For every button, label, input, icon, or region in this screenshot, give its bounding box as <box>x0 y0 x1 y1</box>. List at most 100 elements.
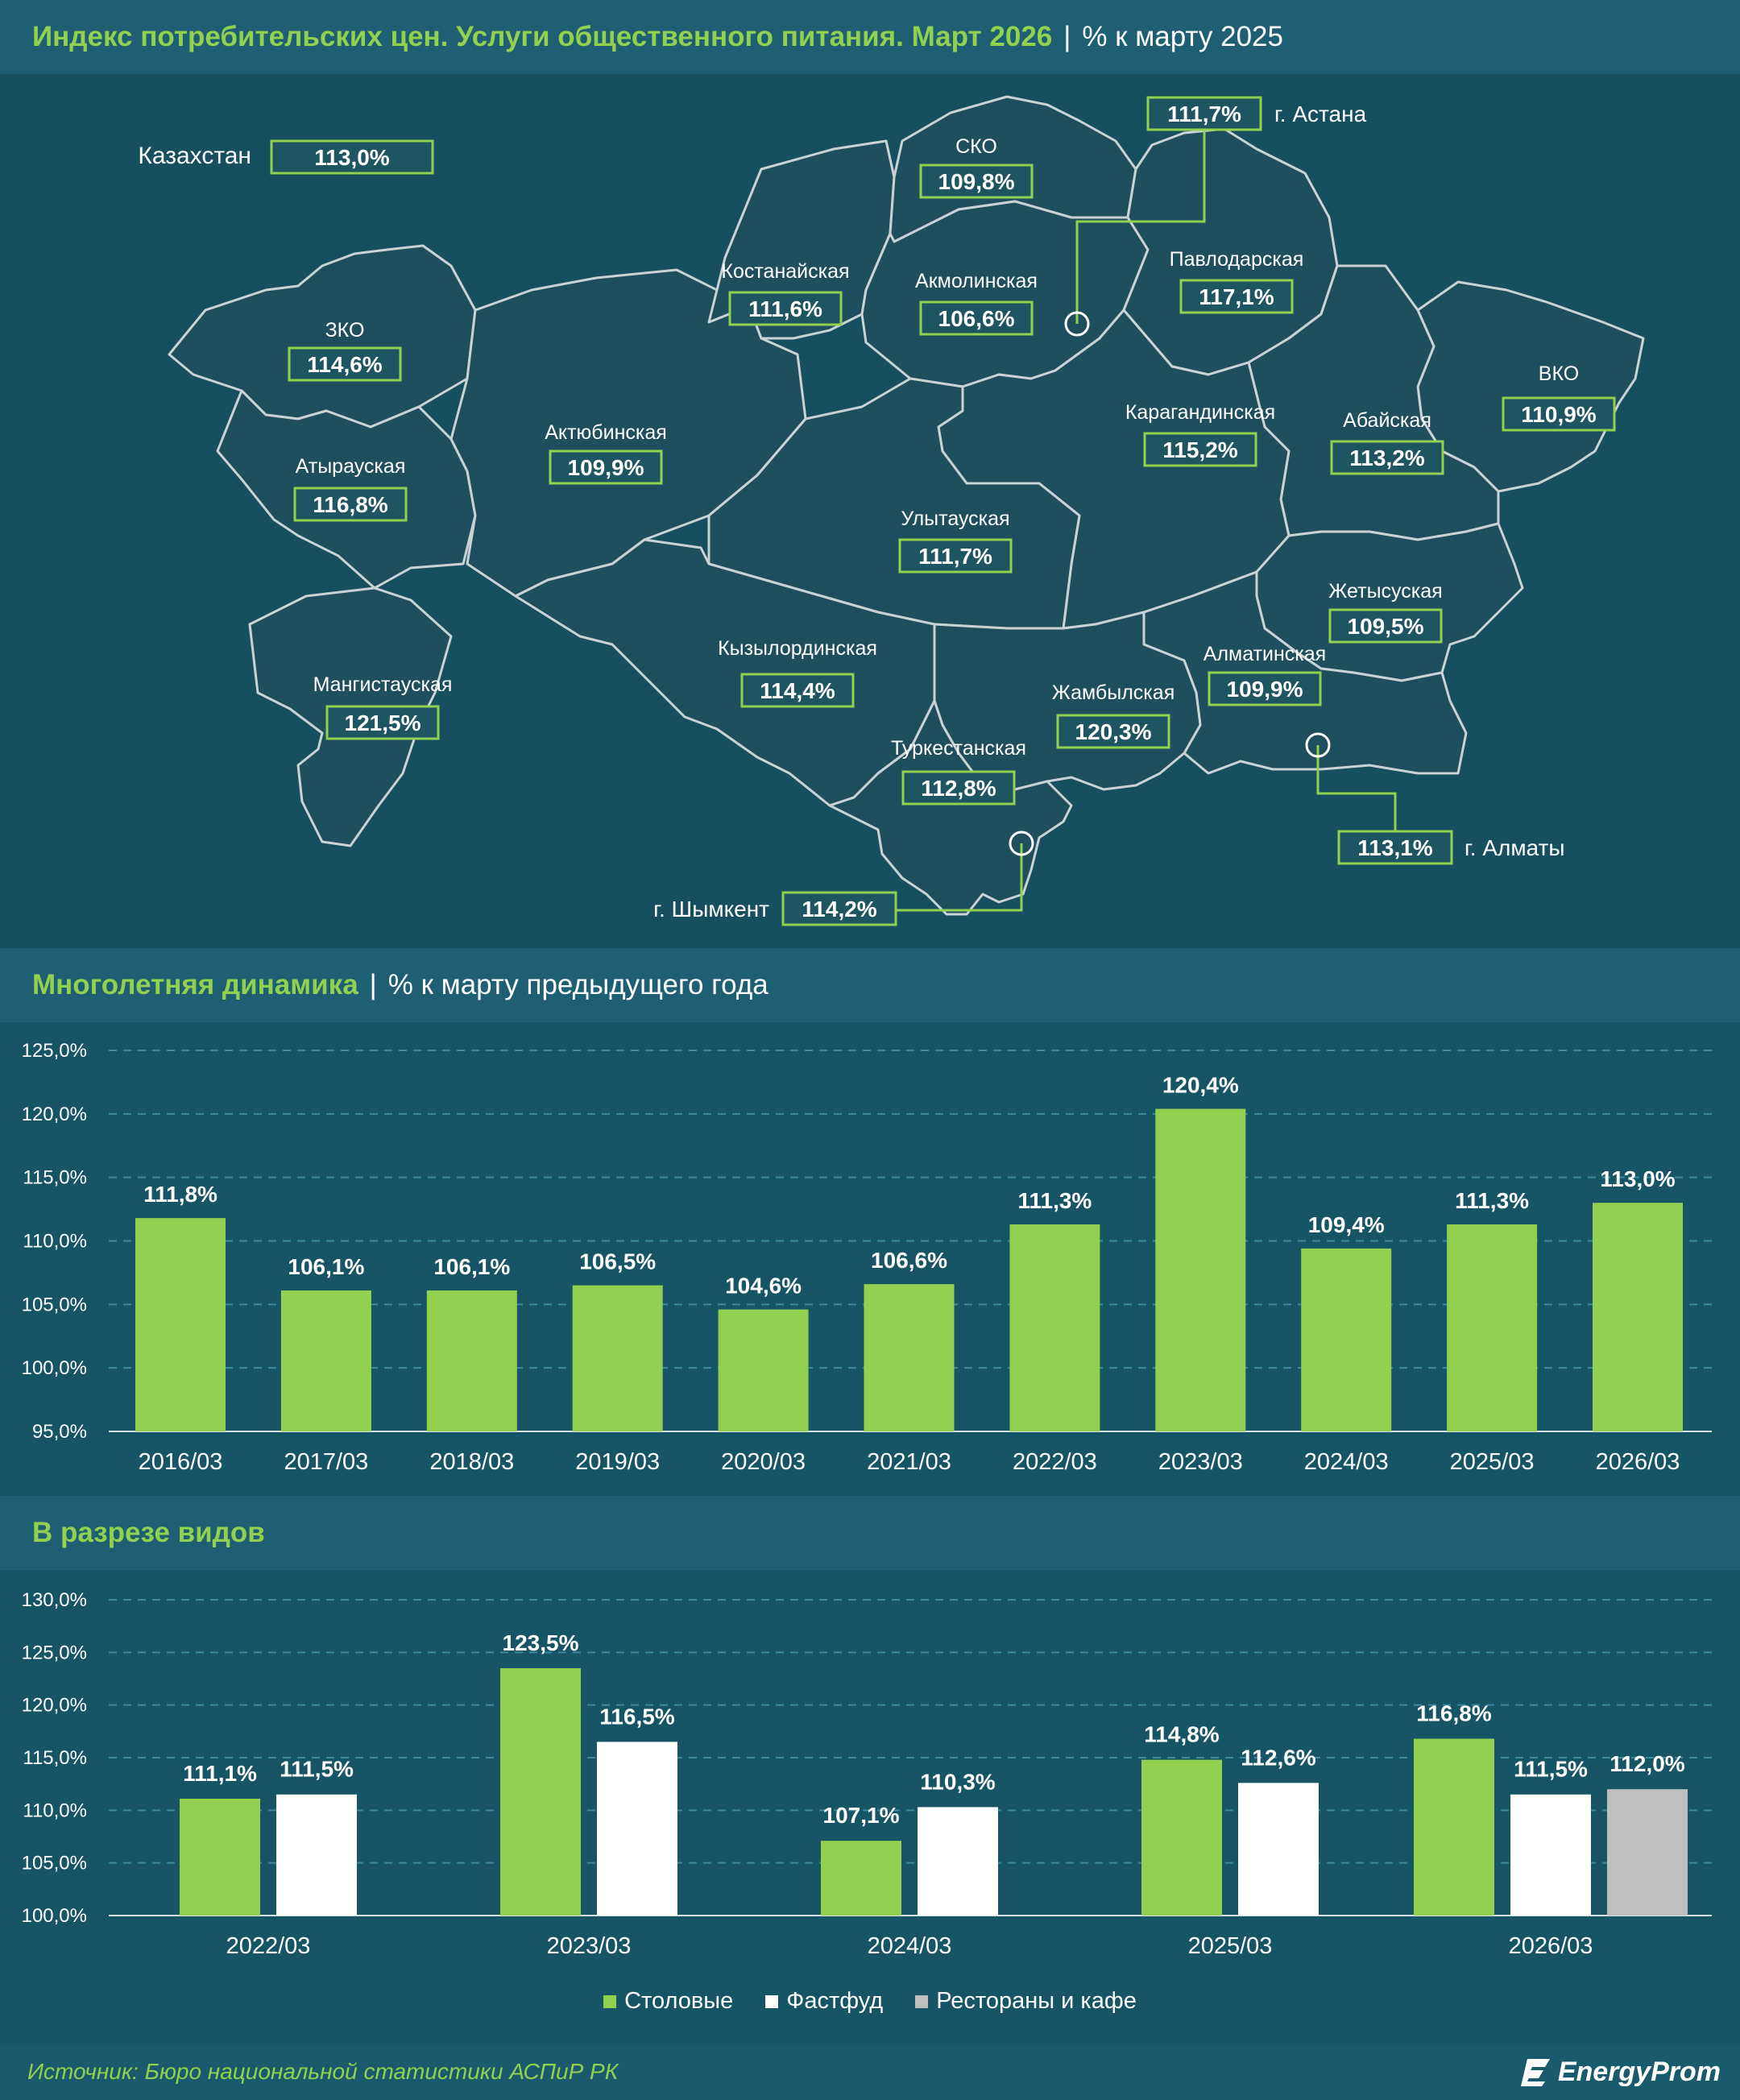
leader-line-astana <box>1075 127 1206 324</box>
region-value-ulytau-box <box>898 538 1013 574</box>
legend-swatch-restaurants <box>915 1994 929 2008</box>
legend-label-stolovye: Столовые <box>624 1988 734 2014</box>
x-tick-label: 2026/03 <box>1596 1449 1680 1475</box>
x-tick-label: 2026/03 <box>1509 1933 1593 1959</box>
region-value-zhambyl-value: 120,3% <box>1075 719 1152 744</box>
region-value-kostanay-box <box>728 291 843 326</box>
bar-value-label: 111,5% <box>280 1757 354 1782</box>
x-tick-label: 2019/03 <box>575 1449 660 1475</box>
x-tick-label: 2025/03 <box>1188 1933 1273 1959</box>
region-value-almaty-obl-box <box>1208 671 1322 706</box>
city-marker-almaty <box>1305 732 1331 758</box>
region-name-atyrau: Атырауская <box>296 455 406 478</box>
y-tick-label: 100,0% <box>22 1357 87 1379</box>
bar-value-label: 116,5% <box>599 1704 675 1729</box>
map-labels: ЗКО 114,6% Атырауская 116,8% Мангистауская 12… <box>138 96 1616 926</box>
bar-value-label: 111,5% <box>1514 1757 1588 1782</box>
title-separator: | <box>1063 21 1071 52</box>
city-value-astana: 111,7% <box>1146 96 1262 131</box>
bar-value-label: 114,8% <box>1144 1722 1220 1747</box>
bar-value-label: 110,3% <box>920 1769 996 1794</box>
region-value-kyzylorda: 114,4% <box>740 673 855 708</box>
logo-mark-icon <box>1520 2059 1550 2086</box>
region-value-karaganda: 115,2% <box>1143 432 1257 467</box>
city-value-shymkent-box <box>781 891 897 926</box>
leader-line-shymkent <box>896 843 1023 912</box>
x-tick-label: 2025/03 <box>1450 1449 1535 1475</box>
country-label: Казахстан <box>138 143 251 169</box>
legend-item-stolovye: Столовые <box>603 1988 733 2015</box>
bar-value-label: 123,5% <box>503 1630 579 1655</box>
bar-2020/03 <box>718 1309 809 1431</box>
region-value-akmola: 106,6% <box>919 300 1034 336</box>
x-tick-label: 2022/03 <box>1013 1449 1097 1475</box>
legend-label-restaurants: Рестораны и кафе <box>936 1988 1137 2014</box>
x-tick-label: 2021/03 <box>867 1449 951 1475</box>
region-name-turkestan: Туркестанская <box>891 737 1026 760</box>
types-bar-chart: 100,0% 105,0% 110,0% 115,0% 120,0% 125,0% 130,… <box>22 1589 1712 1959</box>
city-value-almaty: 113,1% <box>1337 830 1453 865</box>
y-tick-label: 100,0% <box>22 1905 87 1927</box>
bar-value-label: 111,3% <box>1455 1188 1529 1213</box>
region-value-zko-value: 114,6% <box>307 352 383 377</box>
region-value-abay: 113,2% <box>1330 440 1444 475</box>
region-name-zko: ЗКО <box>325 319 365 342</box>
region-value-almaty-obl: 109,9% <box>1208 671 1322 706</box>
region-value-almaty-obl-value: 109,9% <box>1227 677 1303 702</box>
map-leader-lines <box>896 127 1397 912</box>
dynamics-bar-chart: 95,0% 100,0% 105,0% 110,0% 115,0% 120,0% 125,0… <box>22 1040 1712 1475</box>
region-value-pavlodar-box <box>1179 279 1294 314</box>
region-name-mangystau: Мангистауская <box>313 673 453 696</box>
x-tick-label: 2017/03 <box>284 1449 368 1475</box>
bar-Столовые-2023/03 <box>500 1667 581 1916</box>
region-value-turkestan-box <box>901 770 1016 806</box>
bar-Столовые-2024/03 <box>821 1841 901 1916</box>
region-value-ulytau: 111,7% <box>898 538 1013 574</box>
bar-value-label: 106,6% <box>871 1248 947 1273</box>
country-value: 113,0% <box>270 139 434 175</box>
section-dynamics-title: Многолетняя динамика <box>32 969 358 1000</box>
region-value-kyzylorda-box <box>740 673 855 708</box>
bar-Фастфуд-2024/03 <box>918 1807 998 1916</box>
bar-2024/03 <box>1301 1248 1392 1431</box>
region-value-turkestan-value: 112,8% <box>921 776 996 801</box>
y-tick-label: 105,0% <box>22 1294 87 1315</box>
region-value-ulytau-value: 111,7% <box>918 544 992 569</box>
region-value-aktobe: 109,9% <box>549 449 663 485</box>
bar-2021/03 <box>864 1284 955 1431</box>
city-value-astana-box <box>1146 96 1262 131</box>
region-value-mangystau-box <box>325 705 440 740</box>
bar-Столовые-2022/03 <box>180 1798 260 1916</box>
region-name-sko: СКО <box>955 135 997 158</box>
x-tick-label: 2023/03 <box>547 1933 632 1959</box>
region-value-zko-box <box>288 346 402 382</box>
y-tick-label: 130,0% <box>22 1589 87 1611</box>
legend-item-fastfood: Фастфуд <box>765 1988 883 2015</box>
source-note: Источник: Бюро национальной статистики А… <box>27 2059 619 2084</box>
bar-Фастфуд-2023/03 <box>597 1742 677 1916</box>
region-value-atyrau-value: 116,8% <box>313 492 388 517</box>
region-name-zhetysu: Жетысуская <box>1328 580 1442 603</box>
region-value-vko-box <box>1502 396 1616 432</box>
region-name-aktobe: Актюбинская <box>545 421 667 444</box>
bar-2023/03 <box>1155 1108 1246 1431</box>
region-name-vko: ВКО <box>1539 362 1579 385</box>
city-value-shymkent: 114,2% <box>781 891 897 926</box>
energyprom-logo: EnergyProm <box>1520 2056 1721 2088</box>
bar-value-label: 109,4% <box>1308 1212 1385 1237</box>
page-title: Индекс потребительских цен. Услуги общес… <box>32 21 1053 52</box>
region-value-mangystau-value: 121,5% <box>345 710 421 735</box>
x-tick-label: 2018/03 <box>429 1449 514 1475</box>
legend-label-fastfood: Фастфуд <box>786 1988 884 2014</box>
city-marker-shymkent <box>1009 830 1034 856</box>
region-value-atyrau: 116,8% <box>293 487 408 522</box>
y-tick-label: 95,0% <box>32 1421 87 1443</box>
city-value-astana-value: 111,7% <box>1167 101 1241 126</box>
region-value-sko-value: 109,8% <box>938 169 1015 194</box>
types-legend: Столовые Фастфуд Рестораны и кафе <box>0 1988 1740 2015</box>
x-tick-label: 2023/03 <box>1158 1449 1243 1475</box>
legend-swatch-fastfood <box>765 1994 779 2008</box>
city-name-almaty: г. Алматы <box>1464 835 1565 860</box>
bar-value-label: 111,1% <box>183 1761 257 1786</box>
bar-value-label: 116,8% <box>1416 1700 1492 1725</box>
